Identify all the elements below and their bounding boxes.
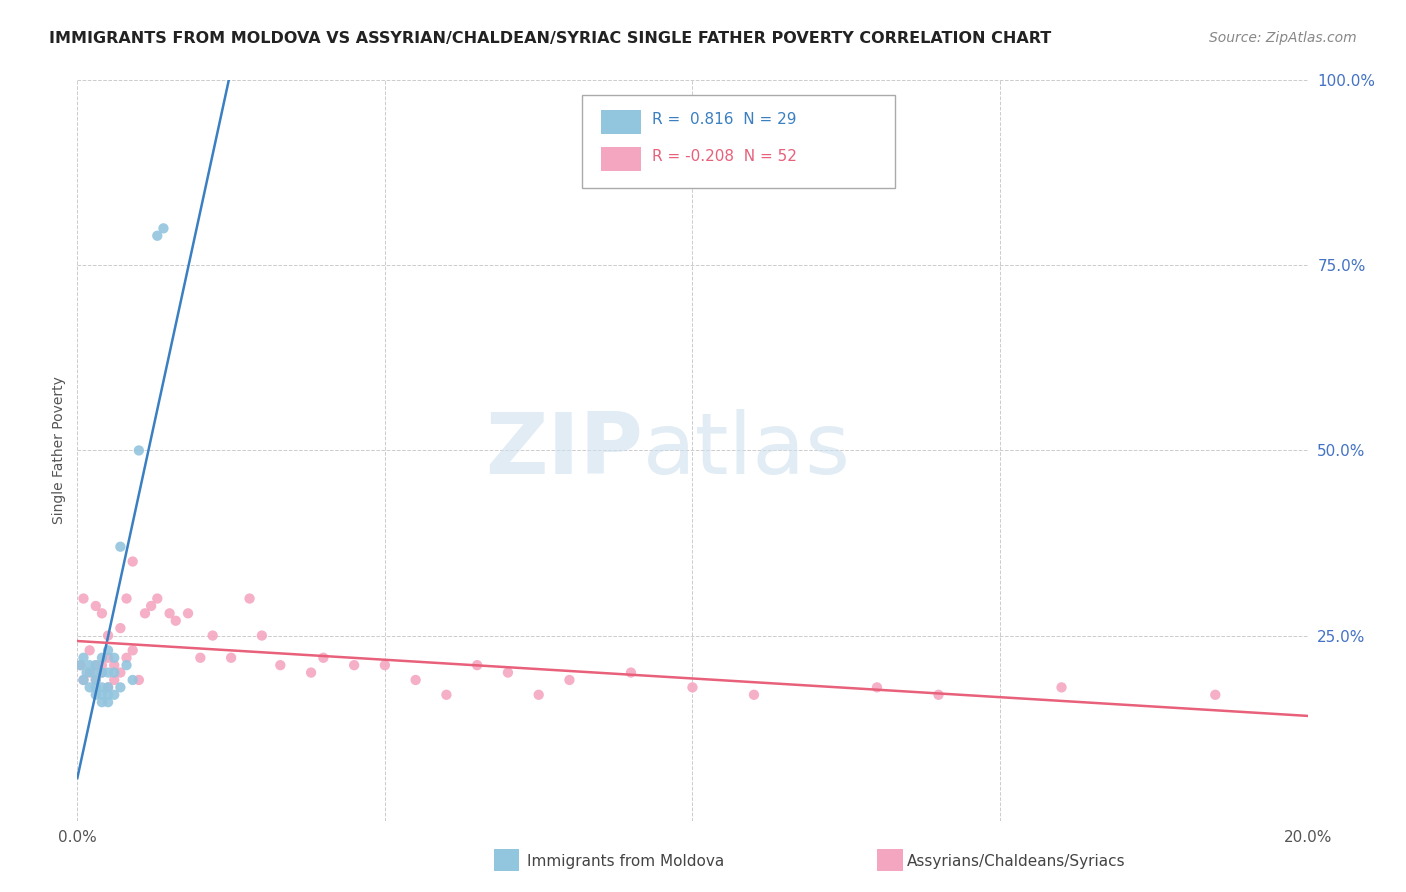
Point [866,681,889,695]
Point [110,540,132,554]
Point [177,607,200,621]
Point [103,658,125,673]
Point [79,665,101,680]
Text: Source: ZipAtlas.com: Source: ZipAtlas.com [1209,31,1357,45]
Point [115,591,138,606]
Point [250,628,273,642]
Point [527,688,550,702]
Point [72,673,94,687]
Point [405,673,427,687]
Point [110,665,132,680]
Point [121,555,143,569]
Point [312,650,335,665]
Point [90,695,114,709]
Point [79,681,101,695]
Point [90,665,114,680]
Point [165,614,187,628]
Point [620,665,643,680]
Point [97,695,120,709]
Point [90,650,114,665]
Point [496,665,519,680]
Point [299,665,322,680]
Point [97,643,120,657]
Point [558,673,581,687]
Point [269,658,291,673]
Point [69,658,91,673]
Point [79,643,101,657]
Point [84,658,107,673]
Point [239,591,262,606]
Point [1050,681,1073,695]
Point [115,658,138,673]
Point [1204,688,1226,702]
Point [159,607,181,621]
Point [90,681,114,695]
Point [84,673,107,687]
Point [928,688,950,702]
Point [84,681,107,695]
Point [152,221,174,235]
Point [128,673,150,687]
Text: IMMIGRANTS FROM MOLDOVA VS ASSYRIAN/CHALDEAN/SYRIAC SINGLE FATHER POVERTY CORREL: IMMIGRANTS FROM MOLDOVA VS ASSYRIAN/CHAL… [49,31,1052,46]
Point [374,658,396,673]
Point [72,591,94,606]
Point [128,443,150,458]
Point [110,621,132,635]
Point [201,628,224,642]
Point [121,643,143,657]
Point [682,681,704,695]
Point [90,607,114,621]
Point [121,673,143,687]
Point [146,228,169,243]
Point [97,681,120,695]
Point [84,599,107,613]
Point [97,650,120,665]
Point [90,665,114,680]
Point [103,665,125,680]
Point [82,665,104,680]
Point [146,591,169,606]
Point [97,628,120,642]
Point [465,658,488,673]
FancyBboxPatch shape [602,110,641,134]
Point [90,688,114,702]
Text: R = -0.208  N = 52: R = -0.208 N = 52 [652,149,797,164]
Point [69,658,91,673]
Text: ZIP: ZIP [485,409,644,492]
Point [97,681,120,695]
Text: R =  0.816  N = 29: R = 0.816 N = 29 [652,112,796,127]
Point [84,673,107,687]
Point [134,607,156,621]
Point [72,673,94,687]
Point [141,599,163,613]
Point [115,650,138,665]
Text: Immigrants from Moldova: Immigrants from Moldova [527,855,724,869]
Point [84,688,107,702]
Text: Assyrians/Chaldeans/Syriacs: Assyrians/Chaldeans/Syriacs [907,855,1125,869]
Point [103,650,125,665]
Point [436,688,458,702]
Point [79,658,101,673]
Point [97,665,120,680]
Point [343,658,366,673]
FancyBboxPatch shape [602,147,641,170]
Y-axis label: Single Father Poverty: Single Father Poverty [52,376,66,524]
Point [110,681,132,695]
Point [97,688,120,702]
Point [742,688,765,702]
FancyBboxPatch shape [582,95,896,187]
Point [103,688,125,702]
Point [188,650,212,665]
Point [103,673,125,687]
Point [76,665,98,680]
Text: atlas: atlas [644,409,851,492]
Point [219,650,242,665]
Point [84,658,107,673]
Point [72,650,94,665]
Point [90,658,114,673]
